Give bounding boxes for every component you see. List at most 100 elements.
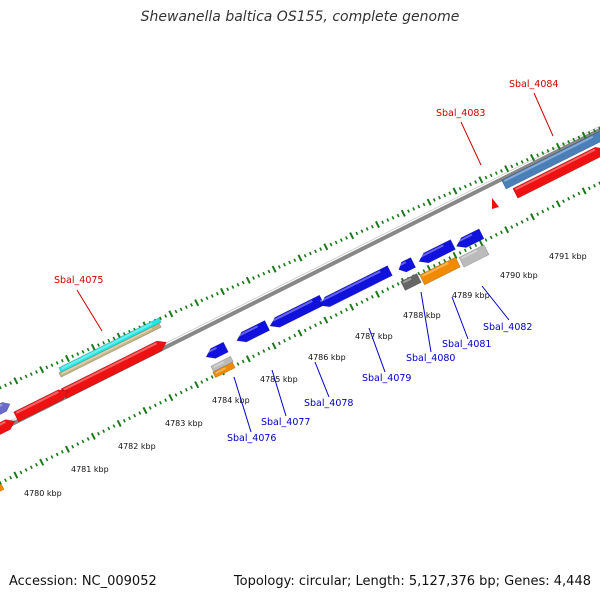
bottom-scale-tick xyxy=(334,313,338,317)
bottom-scale-tick xyxy=(65,445,70,453)
top-scale-tick xyxy=(283,262,286,267)
kbp-tick-label: 4790 kbp xyxy=(500,271,538,280)
top-scale-tick xyxy=(65,354,70,363)
map-title: Shewanella baltica OS155, complete genom… xyxy=(140,9,460,25)
bottom-scale-tick xyxy=(164,398,168,402)
bottom-scale-tick xyxy=(257,351,261,356)
bottom-scale-tick xyxy=(458,251,462,255)
gene-arrow[interactable] xyxy=(458,244,490,268)
gene-highlight xyxy=(213,361,225,369)
top-scale-tick xyxy=(541,151,545,155)
top-scale-tick xyxy=(323,243,329,251)
bottom-scale-tick xyxy=(55,452,59,457)
top-scale-tick xyxy=(443,193,447,198)
top-scale-tick xyxy=(81,350,85,354)
bottom-scale-tick xyxy=(19,470,23,475)
bottom-scale-tick xyxy=(71,444,75,449)
top-scale-tick xyxy=(587,131,591,135)
top-scale-tick xyxy=(484,175,488,180)
bottom-scale-tick xyxy=(587,186,591,191)
bottom-scale-tick xyxy=(303,328,307,333)
gene-arrow[interactable] xyxy=(13,386,71,423)
bottom-scale-tick xyxy=(572,194,576,198)
gene-arrow[interactable] xyxy=(400,273,422,291)
gene-marker-sbal-4083[interactable] xyxy=(492,198,499,209)
gene-highlight xyxy=(215,367,227,375)
gene-label-sbal-4084[interactable]: Sbal_4084 xyxy=(509,79,558,90)
bottom-scale-tick xyxy=(329,315,333,320)
gene-arrow[interactable] xyxy=(210,355,234,373)
top-scale-tick xyxy=(245,276,251,284)
top-scale-tick xyxy=(241,280,245,285)
bottom-scale-tick xyxy=(504,226,510,234)
gene-arrow[interactable] xyxy=(419,256,461,286)
gene-arrow-shape xyxy=(0,483,5,493)
top-scale-tick xyxy=(426,198,432,206)
gene-arrow[interactable] xyxy=(0,400,12,417)
top-scale-tick xyxy=(515,162,519,166)
gene-label-sbal-4077-leader xyxy=(271,369,287,417)
bottom-scale-tick xyxy=(90,432,96,440)
bottom-scale-tick xyxy=(210,375,214,379)
gene-label-sbal-4078[interactable]: Sbal_4078 xyxy=(304,398,353,409)
gene-label-sbal-4082-leader xyxy=(481,285,510,321)
bottom-scale-tick xyxy=(81,439,85,444)
bottom-scale-tick xyxy=(360,300,364,304)
gene-highlight xyxy=(421,262,449,277)
bottom-scale-tick xyxy=(112,424,116,428)
top-scale-tick xyxy=(381,220,385,225)
gene-highlight xyxy=(205,346,217,354)
bottom-scale-tick xyxy=(205,377,209,382)
gene-arrow[interactable] xyxy=(0,416,17,437)
top-scale-tick xyxy=(417,204,421,209)
top-scale-tick xyxy=(432,198,436,202)
top-scale-tick xyxy=(581,131,587,139)
gene-arrow-sbal-4075[interactable] xyxy=(58,317,162,373)
gene-arrow-sbal-4080[interactable] xyxy=(396,257,417,275)
gene-arrow-sbal-4084[interactable] xyxy=(501,130,600,190)
top-scale-tick xyxy=(458,186,462,191)
gene-arrow-sbal-4081[interactable] xyxy=(417,239,456,267)
gene-label-sbal-4079[interactable]: Sbal_4079 xyxy=(362,373,411,384)
bottom-scale-tick xyxy=(494,233,498,237)
top-scale-tick xyxy=(510,164,514,169)
gene-label-sbal-4077[interactable]: Sbal_4077 xyxy=(261,417,310,428)
bottom-scale-tick xyxy=(551,204,555,209)
gene-arrow[interactable] xyxy=(512,144,600,199)
bottom-scale-tick xyxy=(314,323,317,328)
top-scale-tick xyxy=(303,253,307,258)
gene-label-sbal-4081[interactable]: Sbal_4081 xyxy=(442,339,491,350)
gene-arrow-sbal-4077[interactable] xyxy=(234,320,271,345)
bottom-scale-tick xyxy=(555,200,561,208)
top-scale-tick xyxy=(391,216,395,220)
top-scale-tick xyxy=(396,213,400,218)
gene-arrow[interactable] xyxy=(212,361,236,379)
top-scale-tick xyxy=(577,135,581,140)
bottom-scale-tick xyxy=(536,212,540,216)
gene-label-sbal-4082[interactable]: Sbal_4082 xyxy=(483,322,532,333)
bottom-scale-tick xyxy=(200,380,204,384)
bottom-scale-tick xyxy=(35,462,38,467)
gene-arrow[interactable] xyxy=(60,337,169,400)
bottom-scale-tick xyxy=(581,187,587,195)
top-scale-tick xyxy=(164,314,168,318)
gene-label-sbal-4076[interactable]: Sbal_4076 xyxy=(227,433,276,444)
gene-arrow-sbal-4076[interactable] xyxy=(204,341,229,362)
gene-label-sbal-4079-leader xyxy=(368,327,386,373)
gene-arrow[interactable] xyxy=(0,483,5,493)
top-scale-tick xyxy=(400,209,406,217)
gene-label-sbal-4083[interactable]: Sbal_4083 xyxy=(436,108,485,119)
genome-summary-text: Topology: circular; Length: 5,127,376 bp… xyxy=(233,574,591,589)
kbp-tick-label: 4785 kbp xyxy=(260,375,298,384)
bottom-scale-tick xyxy=(138,411,142,415)
bottom-scale-tick xyxy=(86,437,90,441)
top-scale-tick xyxy=(0,385,2,390)
gene-label-sbal-4080[interactable]: Sbal_4080 xyxy=(406,353,455,364)
gene-arrow-sbal-4079[interactable] xyxy=(318,265,393,311)
bottom-scale-tick xyxy=(0,481,2,485)
gene-label-sbal-4075[interactable]: Sbal_4075 xyxy=(54,275,103,286)
gene-highlight xyxy=(503,135,594,182)
top-scale-tick xyxy=(546,149,550,153)
gene-arrow-sbal-4082[interactable] xyxy=(454,228,485,251)
